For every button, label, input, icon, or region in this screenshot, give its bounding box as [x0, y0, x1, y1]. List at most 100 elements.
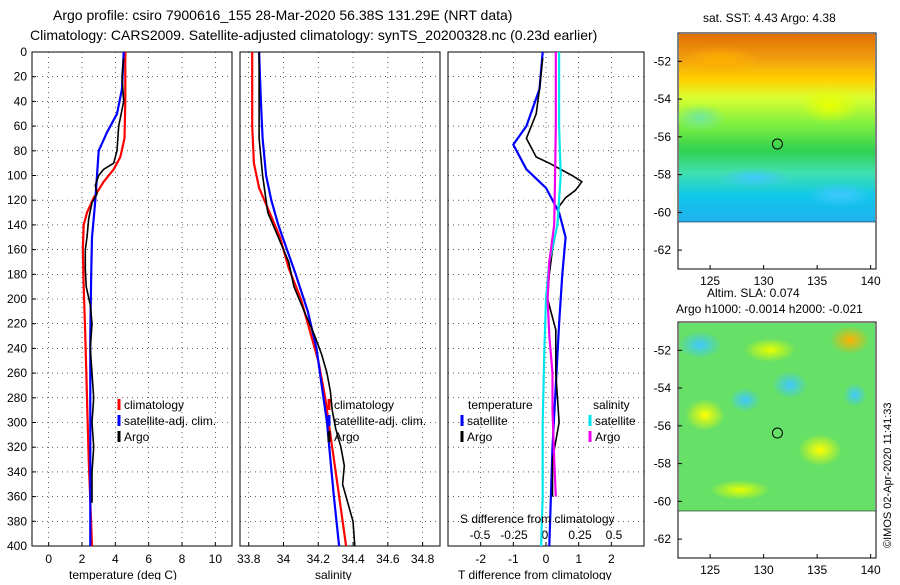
y-tick-label: 360 — [7, 490, 27, 504]
map-lon-label: 130 — [754, 563, 774, 577]
header-line-1: Argo profile: csiro 7900616_155 28-Mar-2… — [53, 7, 512, 23]
s-tick-label: 0.5 — [606, 528, 623, 542]
sst-cyan-patch — [719, 168, 791, 188]
y-tick-label: 180 — [7, 267, 27, 281]
sst-warm-patch — [680, 46, 760, 74]
sla-map: -52 -54 -56 -58 -60 -62 125 130 135 140 — [654, 321, 881, 577]
series-line-argo — [84, 58, 125, 503]
y-tick-label: 60 — [14, 119, 28, 133]
sla-high-patch-5 — [710, 480, 770, 500]
salinity-axis-label: salinity — [315, 568, 352, 580]
x-tick-label: 0 — [45, 552, 52, 566]
sst-map: -52 -54 -56 -58 -60 -62 125 130 135 140 — [654, 32, 881, 288]
x-tick-label: 8 — [179, 552, 186, 566]
x-tick-label: 34.6 — [376, 552, 400, 566]
y-tick-label: 20 — [14, 70, 28, 84]
x-tick-label: -2 — [475, 552, 486, 566]
sla-map-title-1: Altim. SLA: 0.074 — [707, 286, 800, 300]
legend-label-argo: Argo — [124, 430, 150, 444]
map-lon-label: 130 — [754, 274, 774, 288]
x-tick-label: 33.8 — [237, 552, 261, 566]
y-tick-label: 240 — [7, 341, 27, 355]
map-lon-label: 140 — [861, 563, 881, 577]
x-tick-label: 34 — [277, 552, 291, 566]
x-tick-label: 6 — [145, 552, 152, 566]
map-lon-label: 125 — [700, 563, 720, 577]
s-tick-label: 0.25 — [568, 528, 592, 542]
sla-high-patch — [798, 434, 842, 466]
x-tick-label: 1 — [575, 552, 582, 566]
y-tick-label: 80 — [14, 144, 28, 158]
y-tick-label: 140 — [7, 218, 27, 232]
series-line-climatology — [251, 52, 348, 546]
sst-map-title: sat. SST: 4.43 Argo: 4.38 — [703, 11, 836, 25]
y-tick-label: 0 — [20, 45, 27, 59]
y-tick-label: 120 — [7, 193, 27, 207]
y-tick-label: 100 — [7, 169, 27, 183]
map-lon-label: 125 — [700, 274, 720, 288]
x-tick-label: 34.4 — [341, 552, 365, 566]
y-tick-label: 220 — [7, 317, 27, 331]
s-tick-label: -0.5 — [470, 528, 491, 542]
legend-title-salinity: salinity — [593, 398, 630, 412]
map-lat-label: -56 — [654, 130, 672, 144]
x-tick-label: 34.2 — [307, 552, 331, 566]
map-lat-label: -62 — [654, 243, 672, 257]
map-lat-label: -54 — [654, 92, 672, 106]
sla-high-patch-2 — [685, 399, 725, 431]
s-tick-label: 0 — [542, 528, 549, 542]
map-lat-label: -54 — [654, 381, 672, 395]
temperature-legend: climatology satellite-adj. clim. Argo — [117, 398, 216, 444]
legend-label-satellite: satellite-adj. clim. — [334, 414, 426, 428]
map-lat-label: -62 — [654, 532, 672, 546]
series-line-climatology — [81, 52, 127, 546]
y-tick-label: 260 — [7, 366, 27, 380]
map-lat-label: -52 — [654, 343, 672, 357]
sla-profile-marker — [771, 427, 783, 439]
map-lon-label: 135 — [807, 274, 827, 288]
sla-high-patch-3 — [830, 326, 870, 354]
s-tick-label: -0.25 — [500, 528, 528, 542]
series-line-s-argo — [546, 52, 557, 497]
x-tick-label: 10 — [209, 552, 223, 566]
x-tick-label: 34.8 — [411, 552, 435, 566]
legend-label-s-argo: Argo — [595, 430, 621, 444]
credit-text: ©IMOS 02-Apr-2020 11:41:33 — [882, 403, 894, 548]
y-tick-label: 200 — [7, 292, 27, 306]
legend-label-climatology: climatology — [124, 398, 184, 412]
x-tick-label: 2 — [608, 552, 615, 566]
sla-low-patch-4 — [843, 383, 867, 407]
difference-legend: temperature satellite Argo salinity sate… — [460, 398, 636, 444]
legend-label-t-argo: Argo — [467, 430, 493, 444]
sla-low-patch — [678, 331, 722, 359]
s-difference-label: S difference from climatology — [460, 512, 615, 526]
sla-map-title-2: Argo h1000: -0.0014 h2000: -0.021 — [676, 302, 863, 316]
y-tick-label: 280 — [7, 391, 27, 405]
map-lat-label: -56 — [654, 419, 672, 433]
legend-title-temperature: temperature — [468, 398, 533, 412]
header-line-2: Climatology: CARS2009. Satellite-adjuste… — [30, 27, 597, 43]
map-lat-label: -52 — [654, 54, 672, 68]
legend-label-argo: Argo — [334, 430, 360, 444]
y-tick-label: 320 — [7, 440, 27, 454]
map-lat-label: -58 — [654, 168, 672, 182]
y-tick-label: 400 — [7, 539, 27, 553]
sst-cyan-patch-2 — [806, 183, 874, 207]
salinity-legend: climatology satellite-adj. clim. Argo — [327, 398, 426, 444]
map-lon-label: 140 — [861, 274, 881, 288]
sst-profile-marker — [771, 138, 783, 150]
legend-label-s-satellite: satellite — [595, 414, 636, 428]
legend-label-climatology: climatology — [334, 398, 394, 412]
y-tick-label: 380 — [7, 514, 27, 528]
x-tick-label: -1 — [508, 552, 519, 566]
series-line-argo — [258, 52, 356, 546]
temperature-axis-label: temperature (deg C) — [69, 568, 177, 580]
x-tick-label: 2 — [79, 552, 86, 566]
sla-low-patch-2 — [729, 388, 761, 412]
series-line-satellite-adj-clim- — [89, 52, 125, 546]
legend-label-satellite: satellite-adj. clim. — [124, 414, 216, 428]
y-tick-label: 340 — [7, 465, 27, 479]
map-lat-label: -60 — [654, 205, 672, 219]
